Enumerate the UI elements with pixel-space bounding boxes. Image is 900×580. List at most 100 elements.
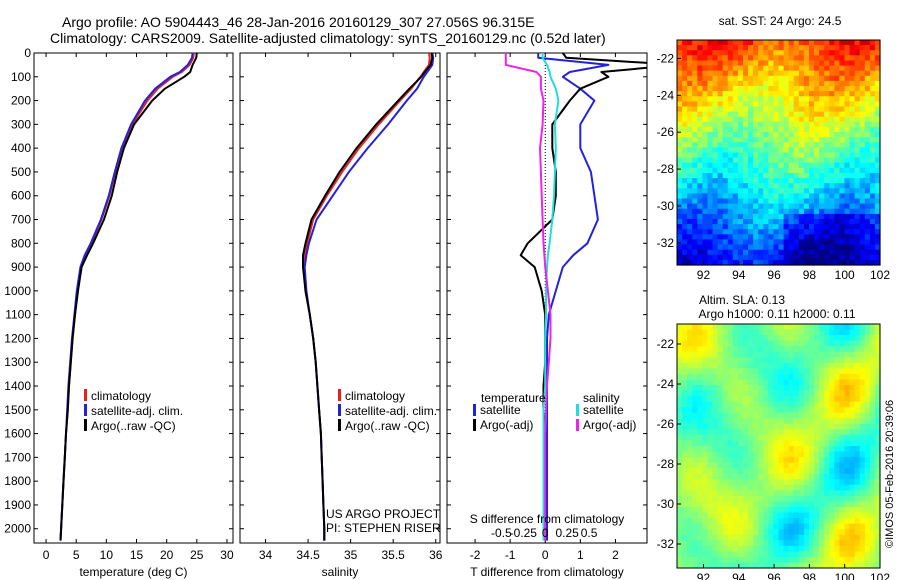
map-cell: [778, 346, 785, 353]
map-cell: [773, 429, 780, 436]
map-cell: [793, 479, 800, 486]
map-cell: [768, 340, 775, 347]
map-cell: [702, 132, 709, 138]
map-cell: [839, 60, 846, 67]
map-cell: [788, 121, 795, 128]
map-cell: [722, 203, 729, 210]
map-cell: [768, 556, 775, 563]
map-cell: [814, 446, 820, 453]
map-cell: [743, 523, 749, 530]
map-cell: [864, 40, 871, 46]
map-cell: [682, 162, 688, 169]
map-cell: [844, 468, 851, 475]
map-cell: [748, 396, 754, 403]
map-cell: [834, 142, 840, 148]
map-cell: [702, 188, 709, 194]
map-cell: [758, 80, 764, 87]
map-cell: [768, 551, 775, 558]
map-cell: [864, 126, 871, 133]
map-cell: [869, 137, 876, 143]
map-cell: [778, 101, 785, 108]
map-cell: [743, 507, 749, 514]
map-cell: [763, 91, 769, 97]
map-cell: [702, 45, 709, 51]
map-cell: [859, 501, 866, 508]
map-cell: [687, 446, 693, 453]
map-cell: [727, 80, 734, 87]
map-cell: [697, 484, 703, 491]
map-cell: [824, 540, 830, 547]
map-cell: [844, 357, 851, 364]
map-cell: [697, 75, 703, 82]
map-cell: [722, 121, 729, 128]
map-cell: [697, 423, 703, 430]
map-cell: [809, 167, 815, 174]
map-ytick-label: -26: [657, 417, 675, 431]
map-cell: [722, 86, 729, 92]
map-cell: [829, 239, 835, 246]
map-cell: [763, 407, 769, 414]
map-cell: [788, 396, 795, 403]
map-cell: [824, 545, 830, 552]
map-cell: [803, 357, 810, 364]
map-cell: [854, 111, 861, 118]
map-cell: [874, 55, 881, 61]
map-cell: [783, 111, 790, 118]
map-cell: [702, 562, 709, 569]
map-cell: [677, 45, 683, 51]
map-cell: [793, 91, 800, 97]
map-cell: [819, 183, 825, 189]
map-cell: [727, 379, 734, 386]
map-cell: [737, 484, 744, 491]
map-cell: [788, 249, 795, 256]
map-cell: [859, 126, 866, 133]
map-cell: [788, 254, 795, 261]
map-cell: [803, 479, 810, 486]
map-cells-sst: [677, 40, 881, 266]
map-cell: [874, 335, 881, 342]
map-cell: [809, 451, 815, 458]
map-cell: [707, 167, 714, 174]
map-cell: [788, 451, 795, 458]
map-cell: [788, 412, 795, 419]
map-cell: [737, 495, 744, 502]
map-cell: [793, 162, 800, 169]
map-cell: [753, 183, 759, 189]
map-cell: [702, 259, 709, 266]
map-cell: [798, 562, 805, 569]
map-cell: [753, 440, 759, 447]
map-cell: [722, 249, 729, 256]
map-cell: [727, 457, 734, 464]
map-cell: [707, 80, 714, 87]
map-cell: [692, 40, 698, 46]
map-cell: [677, 106, 683, 113]
map-cell: [753, 259, 759, 266]
map-cell: [819, 473, 825, 480]
map-cell: [874, 121, 881, 128]
map-cell: [697, 162, 703, 169]
map-cell: [819, 512, 825, 519]
map-cell: [788, 479, 795, 486]
map-cell: [732, 60, 739, 67]
map-cell: [778, 147, 785, 154]
map-cell: [763, 249, 769, 256]
map-cell: [849, 198, 856, 205]
map-cell: [859, 484, 866, 491]
map-cell: [778, 434, 785, 441]
map-cell: [732, 157, 739, 164]
map-cell: [793, 178, 800, 184]
map-cell: [717, 167, 724, 174]
map-cell: [829, 152, 835, 159]
map-cell: [793, 80, 800, 87]
map-cell: [682, 91, 688, 97]
map-cell: [743, 234, 749, 240]
map-cell: [824, 451, 830, 458]
map-cell: [844, 401, 851, 408]
map-cell: [834, 55, 840, 61]
map-cell: [844, 551, 851, 558]
map-cell: [727, 157, 734, 164]
map-cell: [712, 116, 719, 123]
map-cell: [677, 167, 683, 174]
map-cell: [748, 434, 754, 441]
map-cell: [824, 234, 830, 240]
